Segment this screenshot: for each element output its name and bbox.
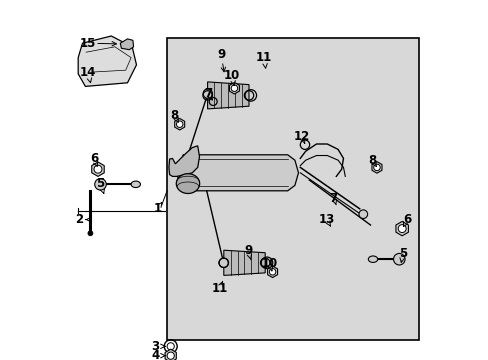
Circle shape xyxy=(373,164,380,171)
Text: 3: 3 xyxy=(151,340,159,353)
Circle shape xyxy=(167,352,174,359)
Ellipse shape xyxy=(176,174,199,194)
Text: 6: 6 xyxy=(402,213,410,226)
Polygon shape xyxy=(395,221,407,236)
Text: 2: 2 xyxy=(75,213,83,226)
Circle shape xyxy=(397,225,406,233)
Circle shape xyxy=(176,121,183,127)
Text: 5: 5 xyxy=(96,177,104,190)
Bar xyxy=(167,38,418,340)
Polygon shape xyxy=(267,266,277,278)
Ellipse shape xyxy=(131,181,140,188)
Text: 4: 4 xyxy=(151,349,159,360)
Text: 5: 5 xyxy=(398,247,406,260)
Text: 11: 11 xyxy=(211,282,228,294)
Circle shape xyxy=(203,89,212,98)
Polygon shape xyxy=(78,36,136,86)
Text: 11: 11 xyxy=(256,51,272,64)
Circle shape xyxy=(219,258,228,267)
Circle shape xyxy=(358,210,367,219)
Circle shape xyxy=(95,179,106,190)
Circle shape xyxy=(94,165,102,173)
Polygon shape xyxy=(207,82,248,109)
Polygon shape xyxy=(371,162,381,173)
Text: 7: 7 xyxy=(204,87,212,100)
Text: 12: 12 xyxy=(293,130,309,143)
Polygon shape xyxy=(165,349,176,360)
Text: 15: 15 xyxy=(80,37,96,50)
Polygon shape xyxy=(92,162,104,176)
Text: 8: 8 xyxy=(367,154,376,167)
Text: 13: 13 xyxy=(318,213,334,226)
Polygon shape xyxy=(176,155,298,191)
Polygon shape xyxy=(120,39,133,50)
Text: 8: 8 xyxy=(170,109,178,122)
Text: 10: 10 xyxy=(261,257,277,270)
Text: 9: 9 xyxy=(244,244,252,257)
Circle shape xyxy=(231,85,237,91)
Circle shape xyxy=(393,253,404,265)
Text: 14: 14 xyxy=(80,66,96,78)
Ellipse shape xyxy=(367,256,377,262)
Text: 1: 1 xyxy=(153,202,161,215)
Text: 9: 9 xyxy=(217,48,225,60)
Circle shape xyxy=(269,269,275,275)
Text: 10: 10 xyxy=(224,69,240,82)
Text: 6: 6 xyxy=(90,152,98,165)
Polygon shape xyxy=(224,250,264,275)
Polygon shape xyxy=(174,118,184,130)
Polygon shape xyxy=(229,82,239,94)
Text: 7: 7 xyxy=(329,192,337,204)
Polygon shape xyxy=(168,146,199,176)
Circle shape xyxy=(88,231,93,236)
